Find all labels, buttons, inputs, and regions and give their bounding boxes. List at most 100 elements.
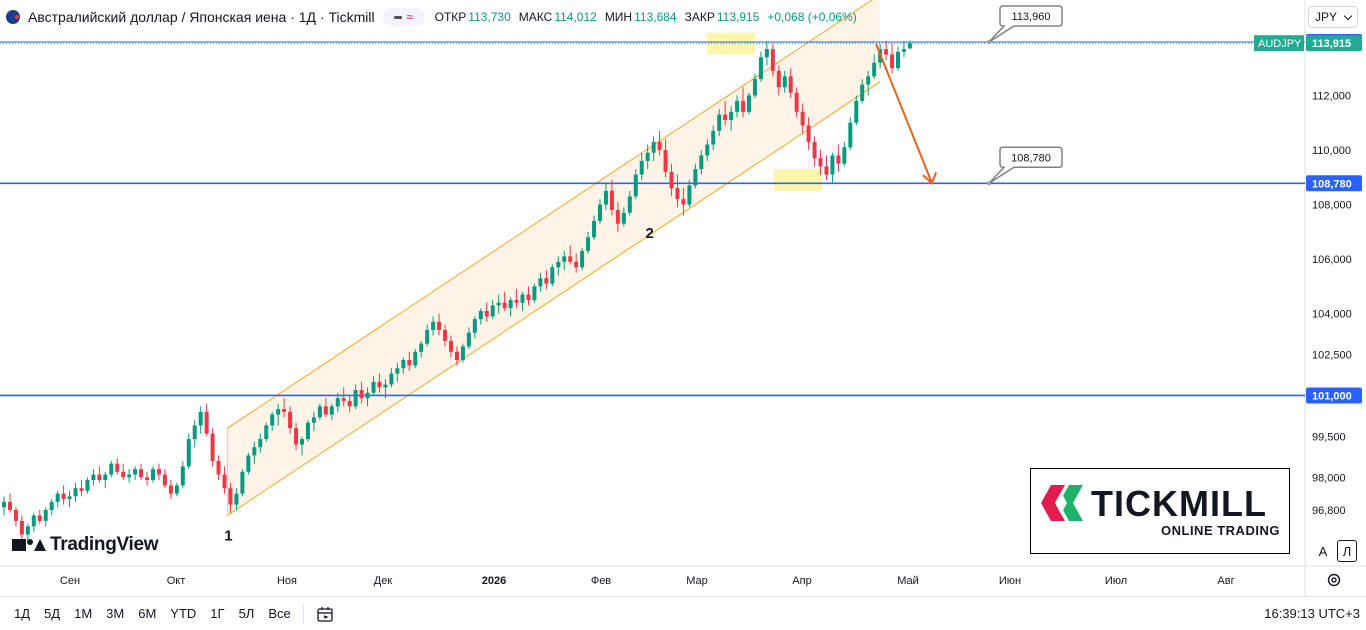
time-tick-label: Июл xyxy=(1105,575,1127,587)
candle xyxy=(85,477,90,494)
candle xyxy=(663,139,668,178)
gear-icon[interactable] xyxy=(1326,572,1342,588)
highlight-zone-top[interactable] xyxy=(707,32,755,55)
tickmill-logo-icon xyxy=(1041,485,1083,521)
low-label: МИН xyxy=(604,10,633,24)
callout-bubble[interactable] xyxy=(988,5,1063,43)
candle xyxy=(454,346,459,366)
channel-lower-line[interactable] xyxy=(227,81,881,516)
range-1d[interactable]: 1Д xyxy=(14,606,31,621)
candle-body xyxy=(353,390,358,407)
range-5y[interactable]: 5Л xyxy=(238,606,255,621)
price-axis[interactable]: 96,800 98,000 99,500 102,500 104,000 106,000 1… xyxy=(1254,34,1362,517)
candle xyxy=(699,150,704,175)
range-3m[interactable]: 3М xyxy=(106,606,125,621)
price-level-tag[interactable]: 101,000 xyxy=(1306,387,1362,404)
candle xyxy=(43,507,48,527)
candle-body xyxy=(866,76,871,85)
candlestick-series xyxy=(2,40,912,543)
price-tag-bg xyxy=(1306,175,1362,192)
candle-body xyxy=(824,166,829,175)
wave-label: 2 xyxy=(646,225,654,242)
candle xyxy=(204,403,209,437)
range-all[interactable]: Все xyxy=(268,606,291,621)
candle-body xyxy=(323,406,328,415)
price-levels[interactable] xyxy=(0,41,1305,397)
candle xyxy=(389,368,394,388)
forecast-arrow-line[interactable] xyxy=(875,43,933,184)
candle xyxy=(550,264,555,287)
candle xyxy=(609,180,614,216)
tradingview-logo[interactable]: TradingView xyxy=(12,534,159,556)
candle xyxy=(240,469,245,497)
candle-body xyxy=(896,51,900,69)
auto-scale-button[interactable]: A xyxy=(1313,540,1333,562)
calendar-goto-icon[interactable] xyxy=(316,605,334,623)
log-scale-button[interactable]: Л xyxy=(1337,540,1357,562)
range-6m[interactable]: 6М xyxy=(138,606,157,621)
range-ytd[interactable]: YTD xyxy=(170,606,197,621)
candle-body xyxy=(449,340,453,352)
time-tick-label: Окт xyxy=(167,575,186,587)
currency-selector[interactable]: JPY xyxy=(1308,6,1358,28)
candle xyxy=(901,40,906,58)
high-label: МАКС xyxy=(518,10,553,24)
range-1m[interactable]: 1М xyxy=(74,606,93,621)
candle xyxy=(294,422,299,450)
range-5d[interactable]: 5Д xyxy=(44,606,61,621)
candle xyxy=(681,188,686,216)
candle xyxy=(431,316,436,336)
forecast-arrow[interactable] xyxy=(875,43,937,185)
candle-body xyxy=(836,155,841,164)
clock-timezone[interactable]: 16:39:13 UTC+3 xyxy=(1264,606,1360,621)
symbol-title[interactable]: Австралийский доллар / Японская иена · 1… xyxy=(28,9,375,25)
candle xyxy=(383,379,388,399)
level-callout[interactable]: 113,960 xyxy=(987,5,1063,44)
time-axis[interactable]: Сен Окт Ноя Дек 2026 Фев Мар Апр Май Июн Июл Авг xyxy=(60,575,1235,587)
indicator-toggle-pill[interactable]: ≈ xyxy=(382,8,425,26)
candle-body xyxy=(705,144,710,156)
candle xyxy=(538,272,543,292)
forecast-arrowhead[interactable] xyxy=(922,171,937,185)
candle xyxy=(788,68,793,99)
candle xyxy=(395,362,400,382)
candle xyxy=(747,92,751,115)
highlight-zone-bottom[interactable] xyxy=(774,169,822,191)
last-price-tag[interactable]: AUDJPY 113,915 xyxy=(1254,35,1362,52)
candle xyxy=(800,103,805,134)
candle xyxy=(359,381,364,404)
candle-body xyxy=(478,310,483,320)
candle-body xyxy=(526,294,531,300)
candle-body xyxy=(854,100,859,123)
candle xyxy=(156,463,161,480)
candle xyxy=(884,40,889,60)
candle-body xyxy=(550,267,555,284)
candle-body xyxy=(133,469,138,475)
highlight-zones[interactable] xyxy=(707,32,822,191)
candle xyxy=(466,327,471,350)
candle xyxy=(866,70,871,96)
candle xyxy=(729,106,734,131)
candle xyxy=(830,152,835,183)
candle xyxy=(246,452,251,475)
candle-body xyxy=(115,463,120,472)
callout-bubble[interactable] xyxy=(988,146,1063,184)
symbol-tag-text: AUDJPY xyxy=(1258,38,1302,50)
chevron-down-icon xyxy=(1343,11,1353,20)
level-callout[interactable]: 108,780 xyxy=(987,146,1063,186)
candle-body xyxy=(407,360,412,366)
candle-body xyxy=(25,526,30,535)
candle-body xyxy=(294,428,299,445)
candle xyxy=(407,351,412,371)
candle xyxy=(562,250,567,270)
level-callouts[interactable]: 113,960 108,780 xyxy=(987,5,1063,186)
candle xyxy=(824,155,829,180)
symbol-legend: Австралийский доллар / Японская иена · 1… xyxy=(6,8,865,26)
range-1y[interactable]: 1Г xyxy=(210,606,225,621)
candle xyxy=(627,190,632,216)
price-level-tag[interactable]: 108,780 xyxy=(1306,175,1362,192)
candle xyxy=(586,231,591,254)
candle-body xyxy=(145,477,150,480)
channel-fill[interactable] xyxy=(227,0,881,516)
